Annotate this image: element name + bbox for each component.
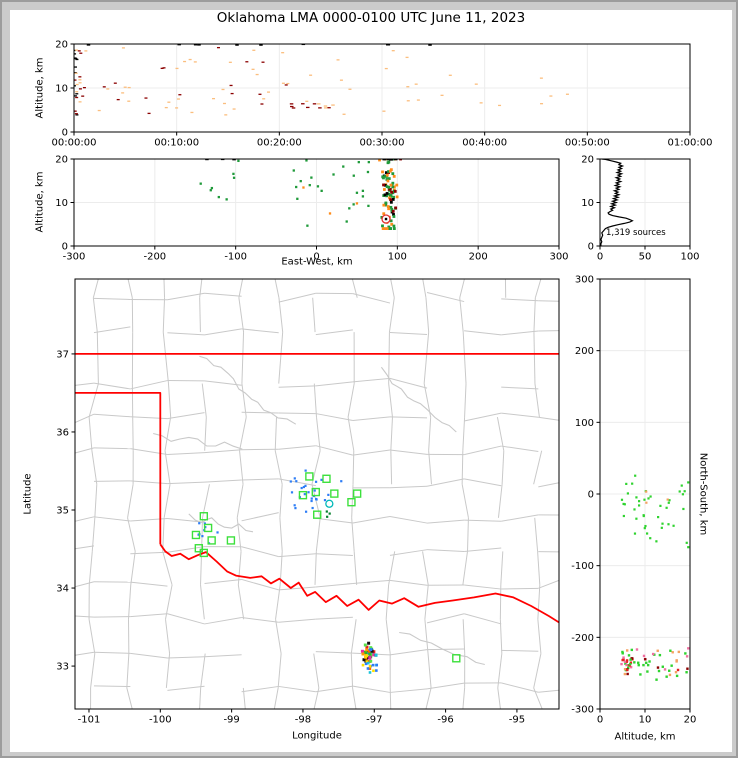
ew_height_panel-frame — [70, 158, 560, 250]
tick-label: 100 — [575, 418, 594, 429]
tick-label: 0 — [597, 252, 603, 263]
tick-label: 100 — [388, 252, 407, 263]
ew_height_panel-tick-labels: -300 -200 -100 0 100 200 300 0 10 20 — [55, 155, 568, 263]
tick-label: 00:30:00 — [360, 138, 405, 149]
ew_height_panel-points — [199, 159, 402, 230]
tick-label: 0 — [62, 128, 68, 139]
tick-label: 00:00:00 — [52, 138, 97, 149]
ns_height_panel-points — [620, 474, 690, 681]
axis-label-altitude-ew: Altitude, km — [34, 171, 46, 233]
tick-label: 10 — [55, 198, 68, 209]
tick-label: 20 — [581, 155, 594, 166]
tick-label: -200 — [143, 252, 166, 263]
tick-label: 10 — [55, 84, 68, 95]
figure-title: Oklahoma LMA 0000-0100 UTC June 11, 2023 — [216, 10, 526, 26]
tick-label: -100 — [149, 715, 172, 726]
tick-label: 10 — [581, 198, 594, 209]
tick-label: 0 — [313, 252, 319, 263]
map-source-points — [197, 469, 379, 674]
ns_height_panel-tick-labels: 0 10 20 -300 -200 -100 0 100 200 300 — [571, 275, 696, 726]
tick-label: 00:20:00 — [257, 138, 302, 149]
tick-label: 0 — [588, 242, 594, 253]
tick-label: 0 — [597, 715, 603, 726]
histogram-line — [600, 159, 634, 246]
tick-label: -300 — [571, 705, 594, 716]
map-rivers — [153, 355, 485, 666]
ew_height_panel-grid — [74, 159, 559, 246]
tick-label: -101 — [78, 715, 101, 726]
tick-label: -300 — [63, 252, 86, 263]
tick-label: -100 — [224, 252, 247, 263]
time_height_panel-frame — [70, 43, 691, 136]
tick-label: 00:50:00 — [565, 138, 610, 149]
tick-label: 35 — [56, 505, 69, 516]
tick-label: 20 — [55, 40, 68, 51]
tick-label: -200 — [571, 633, 594, 644]
tick-label: 0 — [62, 242, 68, 253]
tick-label: 300 — [575, 275, 594, 286]
ns_height_panel-frame — [596, 278, 691, 713]
axis-label-east-west: East-West, km — [281, 256, 353, 268]
tick-label: -98 — [295, 715, 311, 726]
tick-label: 200 — [575, 346, 594, 357]
axis-label-latitude: Latitude — [22, 473, 34, 515]
tick-label: 01:00:00 — [668, 138, 713, 149]
tick-label: 20 — [684, 715, 697, 726]
map-state-border — [75, 352, 559, 624]
tick-label: -99 — [223, 715, 239, 726]
axis-label-altitude-ns: Altitude, km — [614, 731, 676, 743]
tick-label: 50 — [639, 252, 652, 263]
source-count-annotation: 1,319 sources — [606, 228, 666, 238]
tick-label: 10 — [639, 715, 652, 726]
altitude_histogram_panel-tick-labels: 0 50 100 0 10 20 — [581, 155, 699, 263]
tick-label: -96 — [437, 715, 453, 726]
tick-label: 37 — [56, 349, 69, 360]
tick-label: 33 — [56, 662, 69, 673]
tick-label: -100 — [571, 561, 594, 572]
map-flash-squares — [191, 472, 461, 663]
ns_height_panel-grid — [600, 279, 690, 709]
map-county-lines — [75, 279, 559, 709]
tick-label: -97 — [366, 715, 382, 726]
time_height_panel-tick-labels: 00:00:00 00:10:00 00:20:00 00:30:00 00:40:00… — [52, 40, 713, 149]
time_height_panel-points — [74, 44, 569, 116]
figure-background — [10, 10, 732, 752]
axis-label-altitude-top: Altitude, km — [34, 57, 46, 119]
tick-label: 00:40:00 — [462, 138, 507, 149]
tick-label: 34 — [56, 584, 69, 595]
plan_view_map-frame — [71, 278, 560, 713]
plan_view_map-tick-labels: -101 -100 -99 -98 -97 -96 -95 33 34 35 36 37 — [56, 349, 525, 725]
tick-label: 200 — [469, 252, 488, 263]
tick-label: 0 — [588, 490, 594, 501]
altitude_histogram_panel-frame — [596, 158, 691, 250]
map-content — [75, 279, 559, 709]
tick-label: 36 — [56, 427, 69, 438]
tick-label: 100 — [680, 252, 699, 263]
map-teal-circle — [325, 499, 334, 508]
tick-label: 20 — [55, 155, 68, 166]
axis-label-longitude: Longitude — [292, 730, 342, 742]
tick-label: 00:10:00 — [154, 138, 199, 149]
tick-label: 300 — [549, 252, 568, 263]
axis-label-north-south: North-South, km — [697, 452, 709, 536]
tick-label: -95 — [509, 715, 525, 726]
time_height_panel-grid — [74, 44, 690, 132]
